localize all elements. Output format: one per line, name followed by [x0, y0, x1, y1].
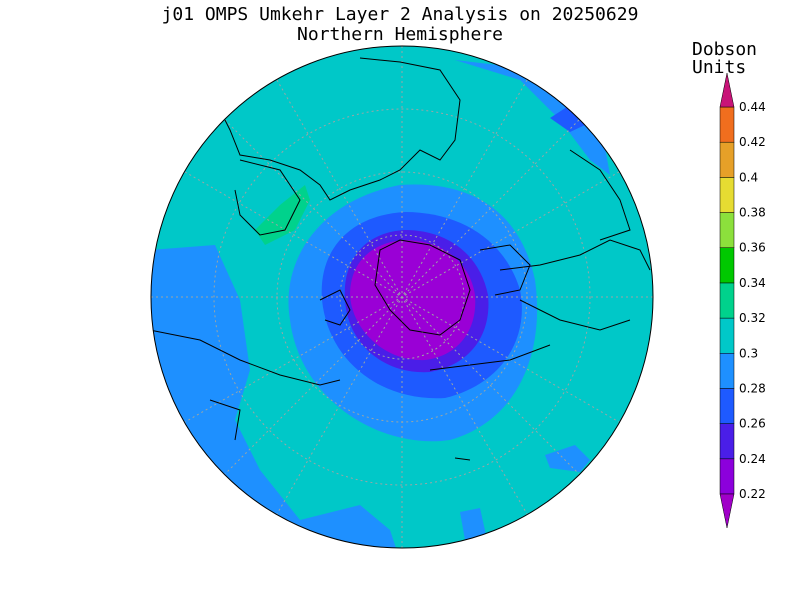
coast-arctic-islands — [319, 289, 351, 326]
colorbar-tick-label: 0.44 — [739, 100, 766, 114]
colorbar-segment — [719, 106, 735, 143]
colorbar-above-triangle — [719, 72, 735, 108]
colorbar-unit-line1: Dobson — [692, 39, 758, 60]
colorbar-segment — [719, 388, 735, 424]
coast-japan — [454, 457, 471, 461]
colorbar-below-triangle — [719, 493, 735, 529]
colorbar-segment — [719, 458, 735, 495]
map-border — [150, 45, 654, 549]
colorbar-segment — [719, 282, 735, 319]
colorbar-tick-label: 0.3 — [739, 346, 758, 360]
colorbar-segment — [719, 317, 735, 354]
colorbar-tick-label: 0.34 — [739, 276, 766, 290]
colorbar-tick-label: 0.26 — [739, 417, 766, 431]
colorbar-segment — [719, 141, 735, 178]
coast-asia — [429, 344, 551, 371]
coast-scandinavia — [519, 299, 631, 331]
colorbar-tick-label: 0.42 — [739, 135, 766, 149]
coast-europe — [499, 239, 651, 271]
colorbar-segment — [719, 177, 735, 213]
coast-greenland — [374, 239, 471, 336]
graticule — [151, 46, 653, 548]
colorbar-unit-line2: Units — [692, 57, 747, 78]
coast-hudson — [234, 159, 301, 236]
colorbar-tick-label: 0.24 — [739, 452, 766, 466]
band-022 — [350, 240, 476, 361]
map-subtitle: Northern Hemisphere — [297, 24, 503, 45]
colorbar-tick-label: 0.22 — [739, 487, 766, 501]
band-028-br — [545, 445, 590, 472]
colorbar-segment — [719, 423, 735, 460]
colorbar-tick-label: 0.32 — [739, 311, 766, 325]
colorbar-tick-label: 0.28 — [739, 381, 766, 395]
coastlines — [151, 57, 651, 461]
coast-siberia — [479, 244, 531, 296]
map-title: j01 OMPS Umkehr Layer 2 Analysis on 2025… — [161, 4, 639, 25]
coast-north-america — [224, 57, 461, 201]
colorbar-tick-label: 0.4 — [739, 170, 758, 184]
coast-alaska — [151, 329, 341, 386]
colorbar-tick-label: 0.36 — [739, 241, 766, 255]
colorbar: 0.22 0.24 0.26 0.28 0.3 0.32 0.34 0.36 0.38 0.4 0.… — [719, 72, 766, 529]
colorbar-tick-label: 0.38 — [739, 206, 766, 220]
colorbar-segment — [719, 212, 735, 248]
coast-east-asia — [569, 149, 631, 241]
colorbar-segment — [719, 247, 735, 284]
band-030-patch — [255, 185, 310, 245]
colorbar-segment — [719, 353, 735, 389]
coast-bering — [209, 399, 241, 441]
band-026-top — [550, 105, 585, 132]
band-028-bottom2 — [460, 508, 486, 540]
